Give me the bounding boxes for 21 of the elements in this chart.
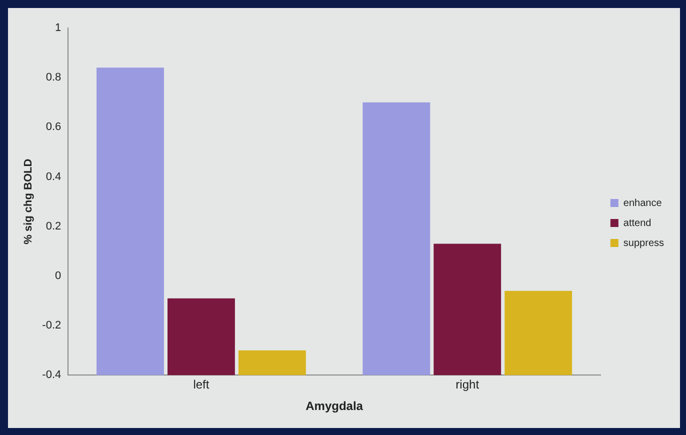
y-tick-label: 0.6	[46, 121, 62, 134]
y-tick-label: 0	[55, 270, 62, 282]
legend-label: enhance	[623, 198, 662, 209]
x-tick-label: left	[193, 378, 210, 392]
y-tick-label: 0.2	[46, 220, 62, 232]
bar	[362, 102, 430, 376]
legend-label: suppress	[623, 238, 664, 249]
legend-label: attend	[623, 218, 652, 229]
x-tick-label: right	[456, 378, 480, 392]
y-axis-title: % sig chg BOLD	[22, 158, 35, 244]
y-tick-label: 1	[55, 22, 62, 34]
y-tick-label: -0.2	[42, 320, 62, 332]
bar	[168, 298, 235, 376]
y-tick-label: 0.8	[46, 72, 62, 84]
bar	[96, 68, 164, 376]
bar	[434, 244, 502, 376]
bar	[238, 350, 306, 376]
bar	[504, 290, 572, 376]
y-tick-label: 0.4	[46, 170, 62, 183]
y-tick-label: -0.4	[42, 369, 62, 382]
x-axis-title: Amygdala	[306, 399, 364, 414]
